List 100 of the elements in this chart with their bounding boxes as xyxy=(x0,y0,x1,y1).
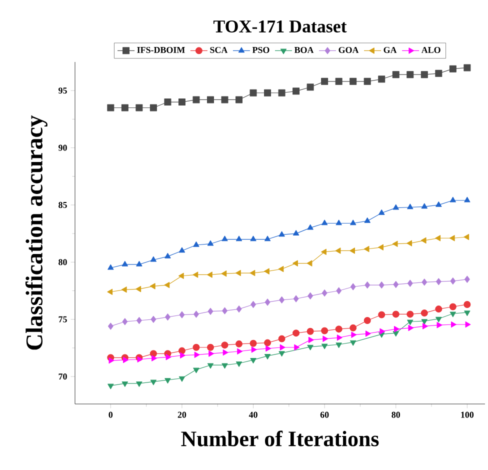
point xyxy=(364,78,371,85)
point xyxy=(264,89,272,96)
point xyxy=(236,340,243,348)
legend-label: SCA xyxy=(210,46,228,53)
point xyxy=(108,322,114,330)
point xyxy=(378,244,384,250)
point xyxy=(406,240,412,246)
point xyxy=(264,236,271,242)
point xyxy=(306,260,312,266)
point xyxy=(292,230,300,236)
point xyxy=(121,104,128,112)
point xyxy=(178,247,186,253)
x-tick-label: 60 xyxy=(320,412,329,418)
point xyxy=(308,336,314,344)
point xyxy=(194,352,200,358)
point xyxy=(350,324,357,332)
point xyxy=(208,308,214,315)
point xyxy=(222,363,228,369)
point xyxy=(364,217,370,223)
point xyxy=(321,248,326,255)
point xyxy=(136,381,142,387)
point xyxy=(251,346,257,353)
point xyxy=(336,220,342,226)
point xyxy=(392,204,399,210)
point xyxy=(392,71,400,78)
point xyxy=(336,342,342,348)
point xyxy=(364,316,371,324)
point xyxy=(178,98,186,106)
point xyxy=(236,306,242,313)
point xyxy=(178,347,186,354)
point xyxy=(420,310,428,317)
point xyxy=(292,260,298,266)
point xyxy=(307,224,314,230)
point xyxy=(465,321,471,328)
point xyxy=(164,378,171,384)
point xyxy=(336,334,342,341)
y-tick-label: 95 xyxy=(58,88,67,94)
point xyxy=(293,295,299,302)
x-tick-label: 40 xyxy=(248,412,258,418)
point xyxy=(350,220,356,226)
point xyxy=(152,355,157,362)
y-tick-label: 85 xyxy=(58,202,67,208)
point xyxy=(351,332,357,338)
x-tick-label: 0 xyxy=(108,412,113,418)
y-tick-label: 80 xyxy=(58,259,67,266)
point xyxy=(378,209,385,215)
point xyxy=(250,236,256,242)
point xyxy=(136,316,142,324)
point xyxy=(464,300,471,308)
point xyxy=(278,89,286,96)
point xyxy=(250,358,256,364)
x-tick-label: 100 xyxy=(461,412,474,418)
point xyxy=(208,350,214,357)
point xyxy=(122,318,128,326)
point xyxy=(193,368,200,374)
point xyxy=(237,348,243,354)
point xyxy=(236,96,243,104)
point xyxy=(166,354,172,360)
point xyxy=(150,316,156,323)
point xyxy=(136,286,142,292)
point xyxy=(194,310,199,318)
point xyxy=(178,272,184,279)
point xyxy=(450,278,456,285)
point xyxy=(108,264,114,270)
point xyxy=(322,336,328,342)
point xyxy=(350,340,356,346)
point xyxy=(392,331,399,337)
point xyxy=(307,344,314,350)
point xyxy=(264,298,270,306)
point xyxy=(192,272,198,278)
y-tick-label: 90 xyxy=(58,144,67,151)
point xyxy=(393,280,399,288)
point xyxy=(394,326,400,332)
point xyxy=(122,260,128,266)
point xyxy=(436,278,442,286)
point xyxy=(250,300,256,308)
point xyxy=(150,256,157,262)
point xyxy=(266,345,272,352)
point xyxy=(422,278,428,286)
point xyxy=(322,290,328,297)
point xyxy=(222,236,228,242)
point xyxy=(436,322,442,328)
point xyxy=(464,64,471,72)
point xyxy=(292,88,300,95)
point xyxy=(250,89,257,96)
point xyxy=(435,70,442,77)
point xyxy=(278,335,286,342)
point xyxy=(436,316,442,322)
point xyxy=(108,357,114,364)
point xyxy=(121,286,127,293)
point xyxy=(464,196,470,202)
point xyxy=(449,65,456,72)
point xyxy=(421,319,428,325)
point xyxy=(179,311,185,318)
point xyxy=(350,78,357,85)
legend-label: ALO xyxy=(421,46,440,53)
point xyxy=(207,363,214,369)
point xyxy=(450,312,456,318)
point xyxy=(380,328,386,334)
point xyxy=(350,248,355,254)
